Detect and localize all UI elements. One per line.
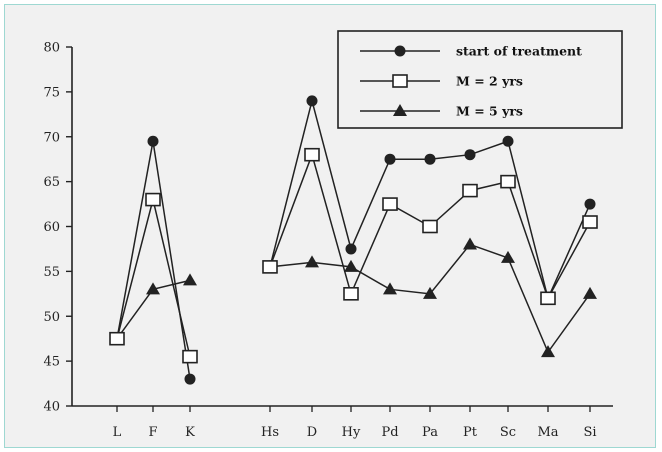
- series-2-point-l: [109, 331, 125, 346]
- x-tick-label-hy: Hy: [342, 425, 361, 440]
- series-3-point-pa: [423, 286, 437, 299]
- series-2-point-sc: [500, 174, 516, 189]
- x-tick-label-f: F: [148, 425, 157, 440]
- chart-frame: 40 45 50 55 60 65 70 75 80 L F K Hs D Hy Pd Pa Pt Sc Ma Si st…: [4, 4, 656, 448]
- legend-marker-2: [392, 74, 408, 88]
- series-1-point-pd: [384, 153, 396, 165]
- x-tick-label-d: D: [307, 425, 317, 440]
- x-tick-label-pa: Pa: [422, 425, 438, 440]
- series-3-point-d: [305, 255, 319, 268]
- series-3-point-pd: [383, 282, 397, 295]
- y-tick-label: 40: [43, 400, 60, 415]
- series-2-point-d: [304, 147, 320, 162]
- series-2-point-pt: [462, 183, 478, 198]
- line-chart: 40 45 50 55 60 65 70 75 80 L F K Hs D Hy Pd Pa Pt Sc Ma Si st…: [43, 30, 623, 440]
- x-tick-label-hs: Hs: [261, 425, 279, 440]
- series-2-point-si: [582, 215, 598, 229]
- x-tick-label-pt: Pt: [463, 425, 478, 440]
- series-2-point-pd: [382, 197, 398, 211]
- y-tick-label: 70: [43, 130, 60, 145]
- series-1-point-pa: [424, 153, 436, 165]
- x-tick-label-si: Si: [583, 425, 596, 440]
- legend-marker-3: [393, 104, 407, 116]
- series-3-point-pt: [463, 237, 477, 250]
- x-tick-label-sc: Sc: [500, 425, 516, 440]
- series-3-point-hy: [344, 259, 358, 272]
- y-tick-label: 50: [43, 310, 60, 325]
- series-3-point-ma: [541, 345, 555, 358]
- y-tick-label: 80: [43, 41, 60, 56]
- y-tick-label: 45: [43, 355, 60, 370]
- series-2-point-ma: [540, 291, 556, 306]
- series-1-point-si: [584, 198, 596, 210]
- legend-label-2: M = 2 yrs: [456, 74, 523, 89]
- series-2-point-pa: [422, 219, 438, 234]
- series-3-point-si: [583, 286, 597, 299]
- series-1-line-segment-2: [269, 100, 591, 301]
- legend-marker-1: [394, 45, 406, 57]
- y-tick-label: 75: [43, 85, 60, 100]
- series-2-point-k: [182, 349, 198, 364]
- series-3-point-sc: [501, 250, 515, 263]
- series-1-point-k: [184, 373, 196, 385]
- legend-label-1: start of treatment: [456, 44, 582, 59]
- series-1-line-segment-1: [116, 141, 191, 380]
- legend-label-3: M = 5 yrs: [456, 104, 523, 119]
- series-1-point-pt: [464, 149, 476, 161]
- series-3-point-k: [183, 273, 197, 286]
- series-2-point-hy: [343, 287, 359, 301]
- x-tick-label-k: K: [185, 425, 195, 440]
- series-2-point-hs: [262, 260, 278, 274]
- series-1-point-hy: [345, 243, 357, 255]
- series-3-point-f: [146, 282, 160, 295]
- y-tick-label: 65: [43, 175, 60, 190]
- series-2-point-f: [145, 192, 161, 207]
- x-tick-label-pd: Pd: [381, 425, 398, 440]
- series-1-point-f: [147, 135, 159, 147]
- x-tick-label-ma: Ma: [537, 425, 558, 440]
- y-tick-label: 55: [43, 265, 60, 280]
- series-1-point-sc: [502, 135, 514, 147]
- series-1-point-d: [306, 95, 318, 107]
- x-tick-label-l: L: [113, 425, 122, 440]
- y-tick-label: 60: [43, 220, 60, 235]
- legend-box: [337, 30, 623, 129]
